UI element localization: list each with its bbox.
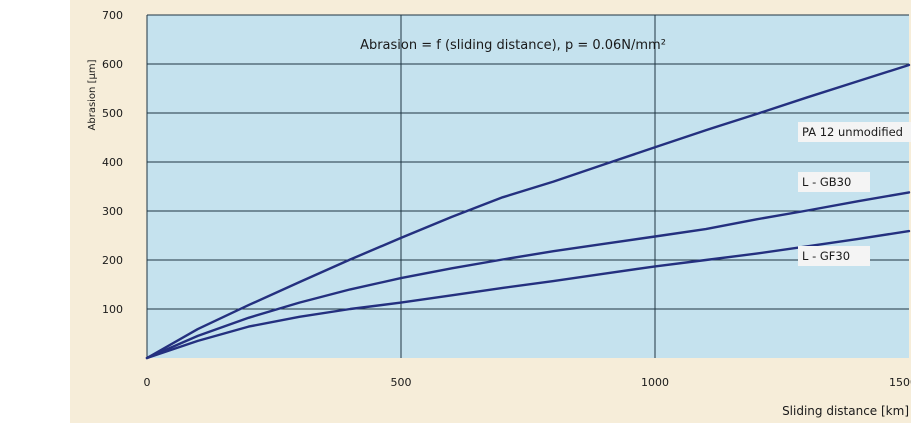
series-label-box-0 [798, 122, 911, 142]
tick-labels: 100 200 300 400 500 600 700 0 500 1000 1500 [102, 9, 911, 389]
y-tick-label-1: 200 [102, 254, 123, 267]
plot-area [147, 15, 909, 358]
series-lines [145, 63, 911, 360]
y-tick-label-0: 100 [102, 303, 123, 316]
y-tick-label-4: 500 [102, 107, 123, 120]
series-label-box-2 [798, 246, 870, 266]
x-tick-label-2: 1000 [641, 376, 669, 389]
grid-lines [146, 14, 909, 358]
series-label-0: PA 12 unmodified [802, 125, 903, 139]
y-tick-label-2: 300 [102, 205, 123, 218]
series-line-2 [145, 229, 911, 360]
y-tick-label-5: 600 [102, 58, 123, 71]
y-axis-label: Abrasion [µm] [87, 59, 98, 130]
series-labels: PA 12 unmodified L - GB30 L - GF30 [798, 122, 911, 266]
y-tick-label-3: 400 [102, 156, 123, 169]
x-tick-label-0: 0 [144, 376, 151, 389]
series-line-0 [145, 63, 911, 360]
chart-panel: 100 200 300 400 500 600 700 0 500 1000 1500 PA 12 … [70, 0, 911, 423]
chart-title: Abrasion = f (sliding distance), p = 0.0… [360, 38, 666, 53]
series-label-2: L - GF30 [802, 249, 850, 263]
x-tick-label-3: 1500 [889, 376, 911, 389]
series-label-1: L - GB30 [802, 175, 851, 189]
x-axis-label: Sliding distance [km] [782, 404, 909, 418]
y-tick-label-6: 700 [102, 9, 123, 22]
x-tick-label-1: 500 [391, 376, 412, 389]
series-label-box-1 [798, 172, 870, 192]
line-chart: 100 200 300 400 500 600 700 0 500 1000 1500 PA 12 … [87, 9, 911, 418]
series-line-1 [145, 191, 911, 360]
